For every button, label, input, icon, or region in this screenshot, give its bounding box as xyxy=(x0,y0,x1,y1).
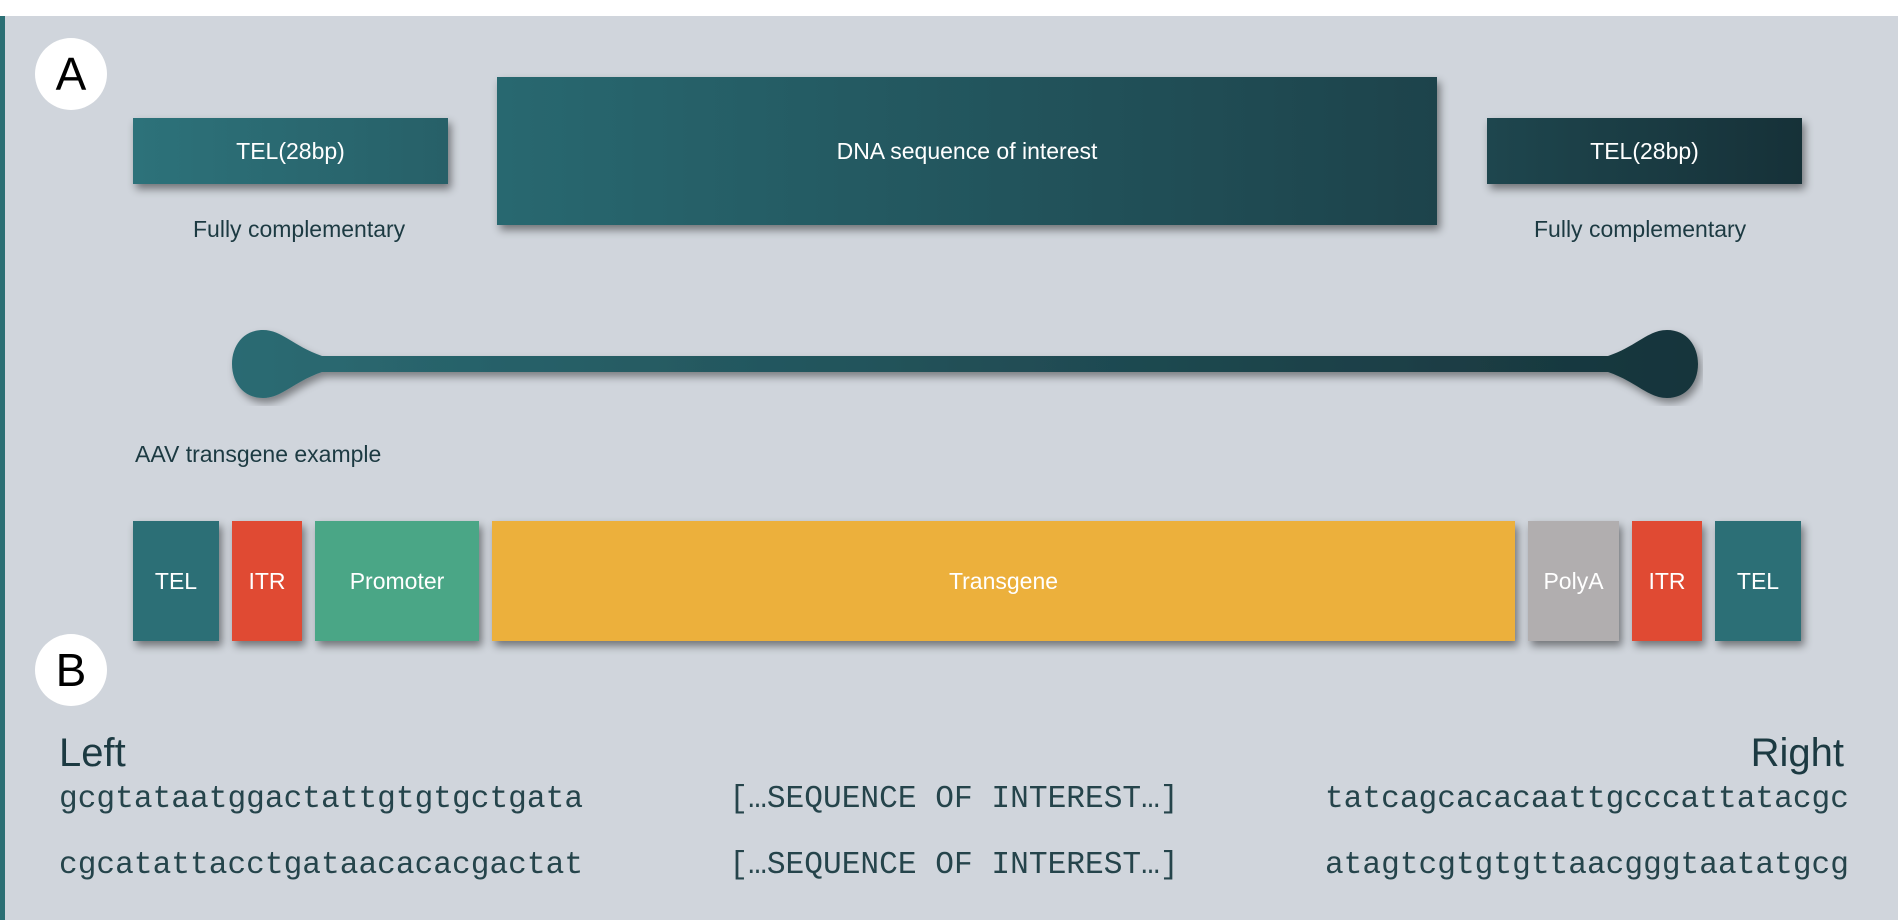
left-complementary-caption: Fully complementary xyxy=(193,216,406,242)
tel-left-block: TEL(28bp) xyxy=(133,118,448,184)
strand-right-sequence: atagtcgtgtgttaacgggtaatatgcg xyxy=(1324,848,1849,883)
closed-end-dna-diagram xyxy=(232,330,1698,398)
dna-sequence-block: DNA sequence of interest xyxy=(497,77,1437,225)
construct-segment-label: TEL xyxy=(1736,567,1780,594)
tel-right-label: TEL(28bp) xyxy=(1590,137,1699,164)
tel-left-label: TEL(28bp) xyxy=(236,137,345,164)
sequence-strand-bottom: cgcatattacctgataacacacgactat […SEQUENCE … xyxy=(59,848,1849,883)
left-heading: Left xyxy=(59,731,126,775)
strand-left-sequence: cgcatattacctgataacacacgactat xyxy=(59,848,584,883)
panel-b-label: B xyxy=(35,634,107,706)
construct-segment-label: ITR xyxy=(1648,567,1686,594)
construct-segment-label: TEL xyxy=(154,567,198,594)
construct-tel-right: TEL xyxy=(1715,521,1801,641)
construct-tel-left: TEL xyxy=(133,521,219,641)
right-complementary-caption: Fully complementary xyxy=(1534,216,1747,242)
construct-transgene: Transgene xyxy=(492,521,1515,641)
right-heading: Right xyxy=(1750,731,1844,775)
tel-right-block: TEL(28bp) xyxy=(1487,118,1802,184)
construct-segment-label: PolyA xyxy=(1543,567,1604,594)
hairpin-strand xyxy=(232,330,1698,398)
construct-polya: PolyA xyxy=(1528,521,1619,641)
construct-promoter: Promoter xyxy=(315,521,479,641)
strand-right-sequence: tatcagcacacaattgcccattatacgc xyxy=(1324,782,1849,817)
construct-itr-right: ITR xyxy=(1632,521,1702,641)
construct-segment-label: Transgene xyxy=(948,567,1059,594)
sequence-strand-top: gcgtataatggactattgtgtgctgata […SEQUENCE … xyxy=(59,782,1849,817)
strand-left-sequence: gcgtataatggactattgtgtgctgata xyxy=(59,782,584,817)
construct-segment-label: Promoter xyxy=(349,567,445,594)
construct-segment-label: ITR xyxy=(248,567,286,594)
panel-a-label: A xyxy=(35,38,107,110)
construct-itr-left: ITR xyxy=(232,521,302,641)
figure-panel: A TEL(28bp) DNA sequence of interest TEL… xyxy=(0,16,1898,920)
aav-example-caption: AAV transgene example xyxy=(135,441,382,467)
strand-middle-placeholder: […SEQUENCE OF INTEREST…] xyxy=(729,848,1179,883)
dna-sequence-label: DNA sequence of interest xyxy=(836,137,1098,164)
strand-middle-placeholder: […SEQUENCE OF INTEREST…] xyxy=(729,782,1179,817)
